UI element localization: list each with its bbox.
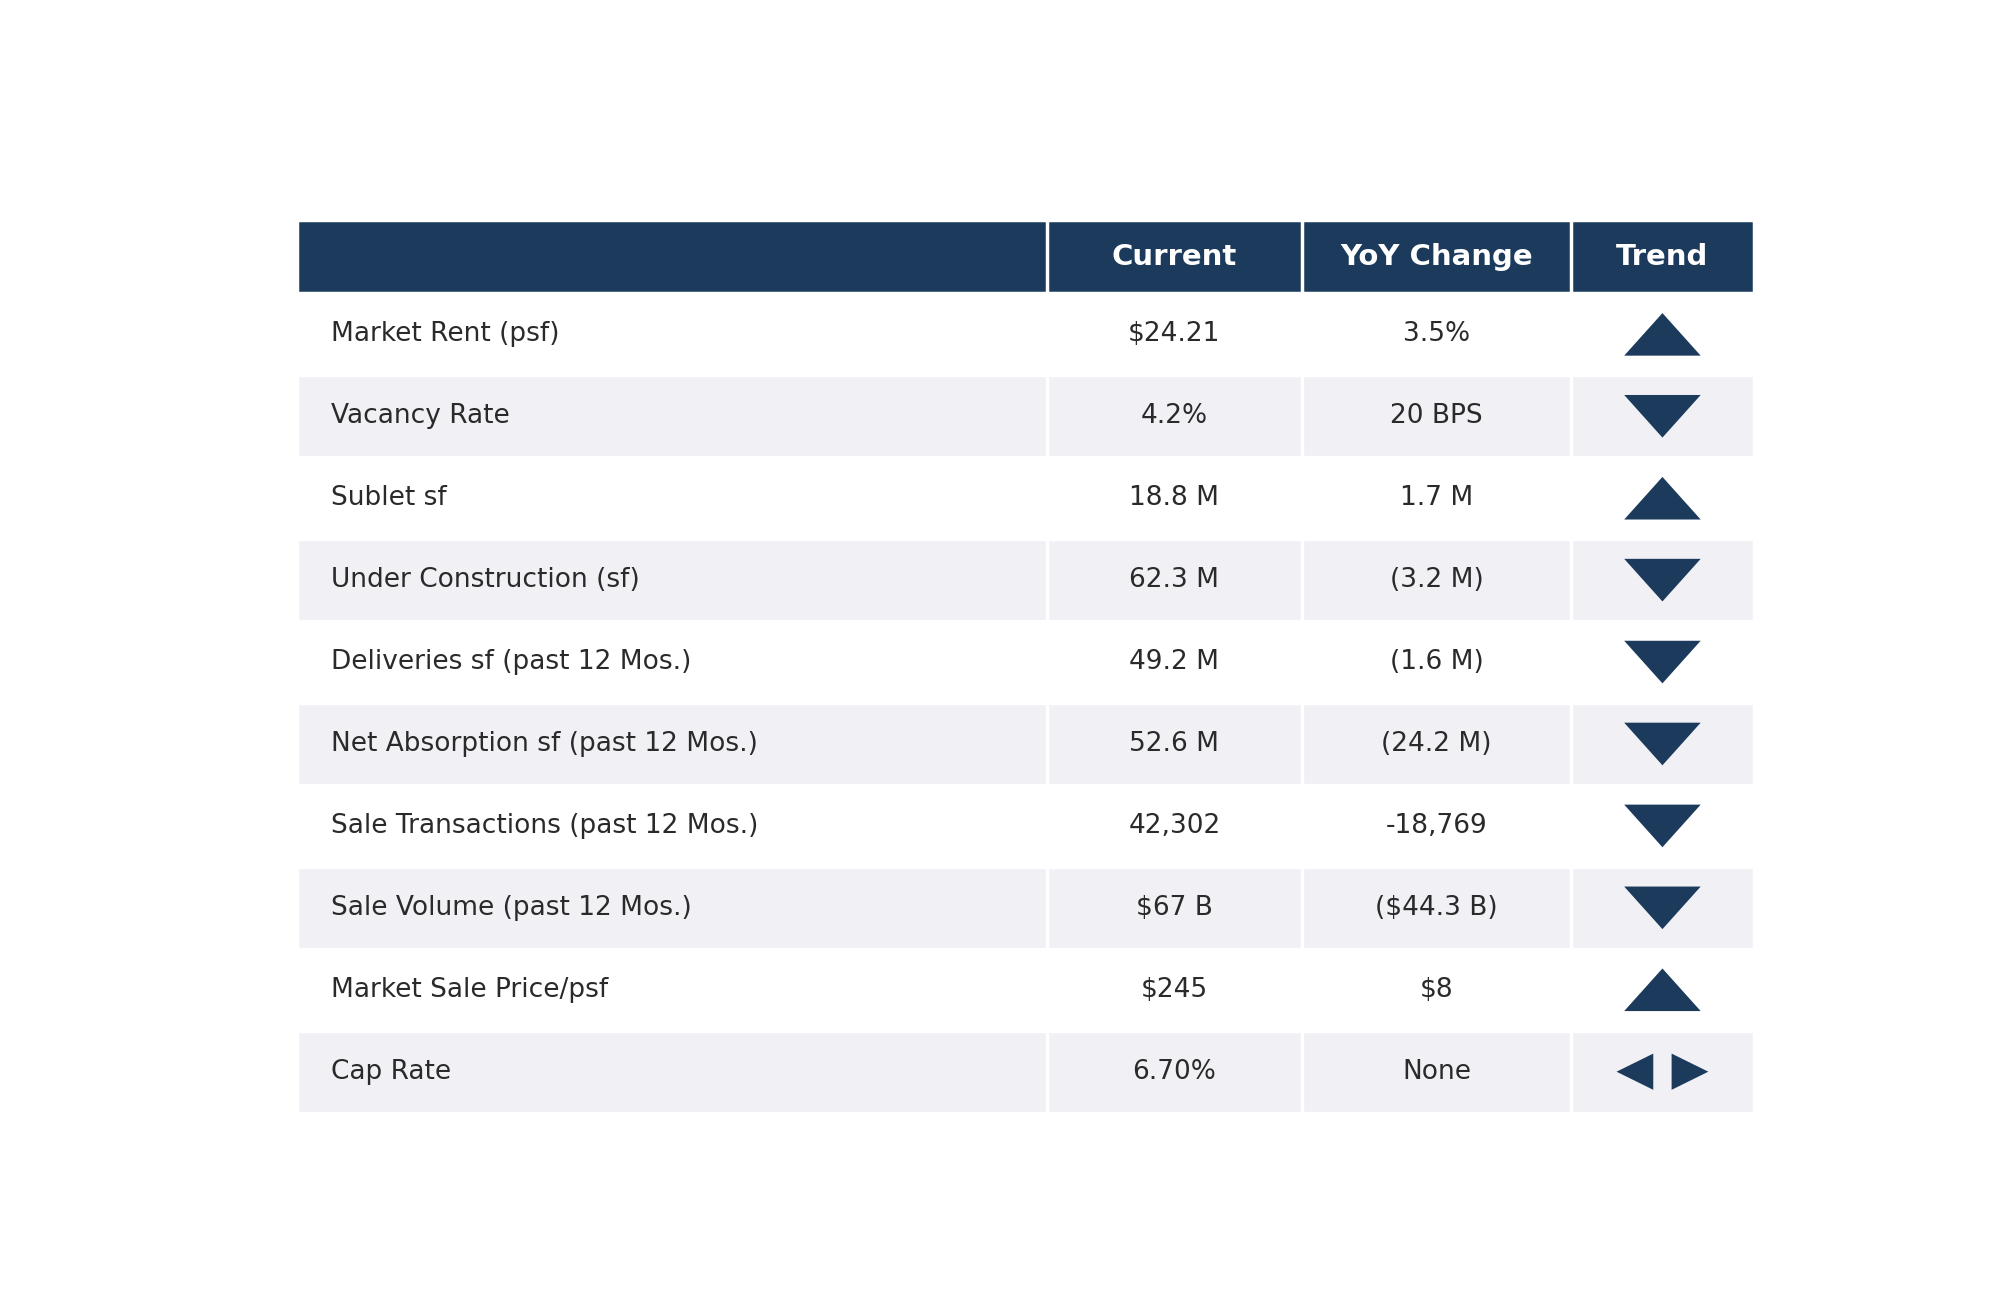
Polygon shape	[1624, 559, 1700, 601]
Text: 18.8 M: 18.8 M	[1130, 486, 1220, 512]
Text: (24.2 M): (24.2 M)	[1382, 730, 1492, 758]
Text: Under Construction (sf): Under Construction (sf)	[330, 567, 640, 593]
Text: 62.3 M: 62.3 M	[1130, 567, 1220, 593]
Polygon shape	[1624, 723, 1700, 765]
Text: 20 BPS: 20 BPS	[1390, 403, 1482, 429]
Bar	[296, 1031, 1754, 1112]
Text: 42,302: 42,302	[1128, 813, 1220, 839]
Text: (1.6 M): (1.6 M)	[1390, 649, 1484, 675]
Text: 49.2 M: 49.2 M	[1130, 649, 1220, 675]
Polygon shape	[1624, 313, 1700, 356]
Bar	[296, 785, 1754, 866]
Text: 52.6 M: 52.6 M	[1130, 730, 1220, 758]
Text: Cap Rate: Cap Rate	[330, 1059, 450, 1085]
Text: Sale Volume (past 12 Mos.): Sale Volume (past 12 Mos.)	[330, 895, 692, 921]
Text: Sublet sf: Sublet sf	[330, 486, 446, 512]
Polygon shape	[1624, 395, 1700, 438]
Text: 1.7 M: 1.7 M	[1400, 486, 1474, 512]
Bar	[296, 457, 1754, 539]
Text: Net Absorption sf (past 12 Mos.): Net Absorption sf (past 12 Mos.)	[330, 730, 758, 758]
Polygon shape	[1624, 804, 1700, 847]
Polygon shape	[1616, 1054, 1654, 1090]
Polygon shape	[1624, 887, 1700, 929]
Polygon shape	[1624, 969, 1700, 1011]
Bar	[296, 866, 1754, 949]
Polygon shape	[1624, 477, 1700, 519]
Bar	[296, 949, 1754, 1031]
Bar	[296, 539, 1754, 622]
Text: Vacancy Rate: Vacancy Rate	[330, 403, 510, 429]
Text: 3.5%: 3.5%	[1404, 321, 1470, 347]
Text: -18,769: -18,769	[1386, 813, 1488, 839]
Text: $8: $8	[1420, 976, 1454, 1002]
Text: $67 B: $67 B	[1136, 895, 1212, 921]
Text: Trend: Trend	[1616, 242, 1708, 271]
Text: Sale Transactions (past 12 Mos.): Sale Transactions (past 12 Mos.)	[330, 813, 758, 839]
Polygon shape	[1624, 641, 1700, 684]
Text: Current: Current	[1112, 242, 1236, 271]
Text: Market Sale Price/psf: Market Sale Price/psf	[330, 976, 608, 1002]
Bar	[296, 703, 1754, 785]
Polygon shape	[1672, 1054, 1708, 1090]
Text: YoY Change: YoY Change	[1340, 242, 1532, 271]
Text: None: None	[1402, 1059, 1472, 1085]
Text: 6.70%: 6.70%	[1132, 1059, 1216, 1085]
Text: Deliveries sf (past 12 Mos.): Deliveries sf (past 12 Mos.)	[330, 649, 690, 675]
Text: Market Rent (psf): Market Rent (psf)	[330, 321, 560, 347]
Bar	[296, 376, 1754, 457]
Bar	[296, 622, 1754, 703]
Bar	[296, 294, 1754, 376]
Bar	[296, 220, 1754, 294]
Text: $245: $245	[1140, 976, 1208, 1002]
Text: $24.21: $24.21	[1128, 321, 1220, 347]
Text: (3.2 M): (3.2 M)	[1390, 567, 1484, 593]
Text: ($44.3 B): ($44.3 B)	[1376, 895, 1498, 921]
Text: 4.2%: 4.2%	[1140, 403, 1208, 429]
